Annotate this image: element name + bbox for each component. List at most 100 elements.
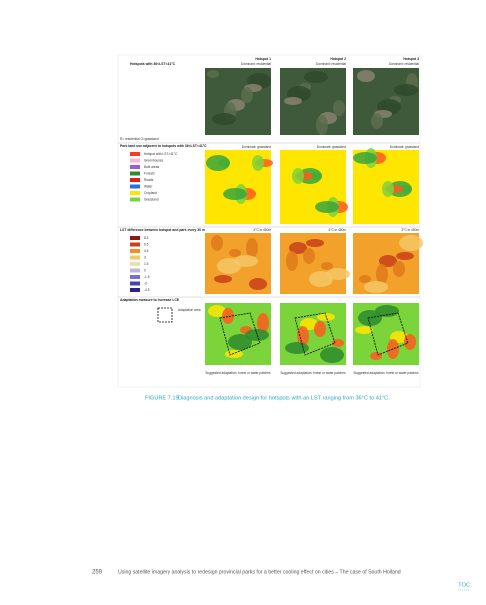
map-patch [333, 100, 345, 116]
map-patch [357, 70, 375, 82]
map-patch [364, 281, 388, 293]
legend-label: Hotspot with LST>41°C [144, 152, 178, 156]
legend-swatch [130, 255, 140, 260]
map-patch [208, 305, 226, 317]
map-patch [379, 255, 397, 267]
distance: 4°C in 480m [328, 228, 346, 232]
caption: Diagnosis and adaptation design for hots… [178, 395, 390, 401]
map-patch [304, 71, 328, 83]
column-title: Hotspot 3 [403, 57, 419, 61]
legend-swatch [130, 262, 140, 266]
map-patch [376, 264, 388, 284]
map-patch [289, 242, 307, 254]
legend-swatch [130, 158, 140, 163]
map-patch [320, 347, 344, 363]
map-patch [229, 249, 241, 257]
map-patch [214, 275, 232, 283]
row-title: Hotspots with 36<LST<41°C [130, 62, 176, 66]
page-number: 259 [92, 570, 103, 576]
map-patch [284, 97, 302, 105]
legend-label: 6.5 [144, 242, 149, 246]
map-patch [399, 235, 423, 251]
map-patch [355, 326, 373, 334]
map-patch [394, 84, 418, 96]
suggestion: Suggested adaptation: forest or water pa… [353, 371, 419, 375]
map-patch [396, 252, 414, 260]
legend-label: Roads [144, 178, 154, 182]
map-patch [222, 308, 234, 324]
column-title: Hotspot 1 [255, 57, 271, 61]
legend-label: -4.5 [144, 288, 150, 292]
map-patch [332, 339, 344, 347]
park-dominant: Dominant: grassland [242, 145, 271, 149]
column-subtitle: Dominant: residential [316, 62, 346, 66]
map-patch [321, 262, 333, 270]
legend-label: 1.5 [144, 262, 149, 266]
map-patch [246, 238, 258, 258]
legend-label: Forests [144, 171, 155, 175]
legend-swatch [130, 268, 140, 273]
legend-label: -3 [144, 281, 147, 285]
map-patch [257, 313, 269, 333]
park-dominant: Dominant: grassland [317, 145, 346, 149]
legend-label: Greenhouses [144, 158, 164, 162]
legend-swatch [130, 242, 140, 247]
map-patch [382, 181, 394, 197]
legend-swatch [130, 275, 140, 279]
map-patch [393, 261, 405, 277]
legend-swatch [130, 178, 140, 182]
legend-label: Built areas [144, 165, 159, 169]
column-subtitle: Dominant: residential [389, 62, 419, 66]
legend-label: 8.5 [144, 236, 149, 240]
running-footer: Using satellite imagery analysis to rede… [118, 569, 401, 575]
legend-swatch [130, 281, 140, 286]
legend-label: Water [144, 184, 153, 188]
column-subtitle: Dominant: residential [241, 62, 271, 66]
legend-swatch [130, 197, 140, 202]
toc-link[interactable]: TOC [458, 582, 470, 588]
row-title: Park land use adjacent to hotspots with … [120, 144, 207, 148]
map-patch [212, 113, 236, 125]
map-patch [315, 201, 339, 213]
map-patch [207, 70, 219, 78]
map-patch [245, 329, 269, 341]
legend-swatch [130, 171, 140, 176]
map-patch [223, 188, 247, 200]
map-patch [206, 155, 230, 171]
suggestion: Suggested adaptation: forest or water pa… [205, 371, 271, 375]
legend-label: Adaptation area [178, 308, 201, 312]
figure-frame [117, 54, 421, 388]
map-patch [353, 152, 377, 164]
map-patch [286, 251, 298, 271]
legend-label: -1.5 [144, 275, 150, 279]
map-patch [326, 268, 350, 280]
map-patch [306, 239, 324, 247]
column-title: Hotspot 2 [330, 57, 346, 61]
map-patch [371, 113, 383, 129]
legend-label: 4.5 [144, 249, 149, 253]
legend-swatch [130, 165, 140, 169]
park-dominant: Dominant: grassland [390, 145, 419, 149]
map-patch [297, 326, 309, 346]
legend-swatch [130, 191, 140, 195]
map-patch [404, 334, 416, 350]
distance: 3°C in 450m [401, 228, 419, 232]
legend-label: Grassland [144, 197, 159, 201]
legend-swatch [157, 307, 173, 323]
map-patch [252, 155, 264, 171]
map-patch [370, 352, 382, 360]
legend-label: 0 [144, 268, 146, 272]
map-patch [241, 87, 253, 103]
suggestion: Suggested adaptation: forest or water pa… [280, 371, 346, 375]
map-patch [314, 321, 326, 337]
legend-label: Cropland [144, 191, 157, 195]
map-patch [303, 248, 315, 264]
row-note: R= residential G=grassland [120, 137, 159, 141]
map-patch [211, 235, 223, 251]
legend-swatch [130, 184, 140, 189]
map-patch [225, 350, 243, 358]
legend-label: 3 [144, 255, 146, 259]
distance: 4°C in 450m [253, 228, 271, 232]
